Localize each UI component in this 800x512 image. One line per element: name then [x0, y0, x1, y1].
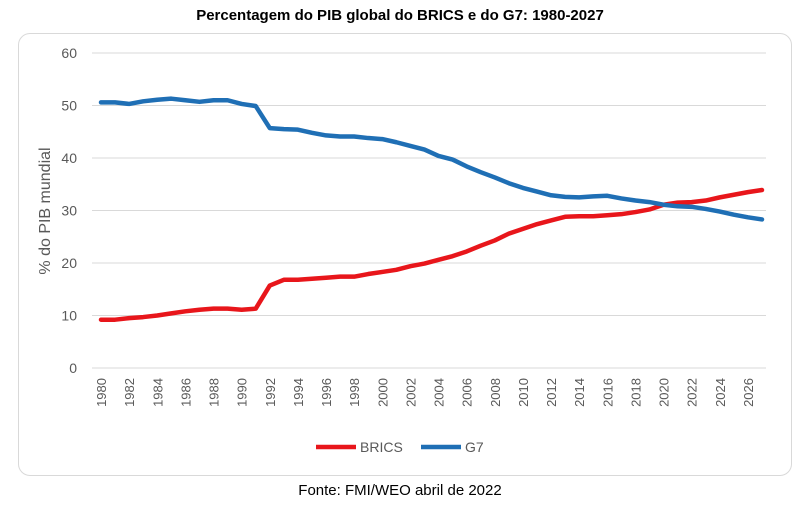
x-tick-label: 1994 — [291, 378, 306, 407]
legend-label-brics: BRICS — [360, 439, 403, 455]
y-tick-label: 10 — [61, 308, 77, 324]
x-tick-label: 2018 — [628, 378, 643, 407]
x-tick-label: 1984 — [150, 378, 165, 407]
x-tick-label: 1986 — [178, 378, 193, 407]
y-tick-label: 30 — [61, 203, 77, 219]
x-tick-label: 1996 — [319, 378, 334, 407]
chart-frame — [18, 33, 792, 476]
y-axis-label: % do PIB mundial — [37, 147, 54, 274]
x-tick-label: 1998 — [347, 378, 362, 407]
y-tick-label: 0 — [69, 360, 77, 376]
x-tick-label: 2002 — [403, 378, 418, 407]
x-tick-label: 2004 — [432, 378, 447, 407]
legend-label-g7: G7 — [465, 439, 484, 455]
x-tick-label: 2014 — [572, 378, 587, 407]
x-tick-label: 1982 — [122, 378, 137, 407]
x-tick-label: 1990 — [235, 378, 250, 407]
y-tick-label: 50 — [61, 98, 77, 114]
x-tick-label: 2016 — [600, 378, 615, 407]
series-line-brics — [98, 187, 765, 322]
x-tick-label: 2026 — [741, 378, 756, 407]
x-tick-label: 1992 — [263, 378, 278, 407]
x-tick-label: 2008 — [488, 378, 503, 407]
chart-title: Percentagem do PIB global do BRICS e do … — [196, 7, 604, 24]
x-tick-label: 2012 — [544, 378, 559, 407]
series-line-g7 — [98, 96, 765, 222]
x-tick-label: 2024 — [713, 378, 728, 407]
x-tick-label: 2020 — [657, 378, 672, 407]
y-tick-label: 60 — [61, 45, 77, 61]
x-tick-label: 2006 — [460, 378, 475, 407]
chart-source: Fonte: FMI/WEO abril de 2022 — [298, 482, 502, 499]
y-tick-label: 40 — [61, 150, 77, 166]
x-tick-label: 1988 — [207, 378, 222, 407]
y-tick-label: 20 — [61, 255, 77, 271]
x-tick-label: 1980 — [94, 378, 109, 407]
x-tick-label: 2000 — [375, 378, 390, 407]
x-tick-label: 2010 — [516, 378, 531, 407]
x-tick-label: 2022 — [685, 378, 700, 407]
